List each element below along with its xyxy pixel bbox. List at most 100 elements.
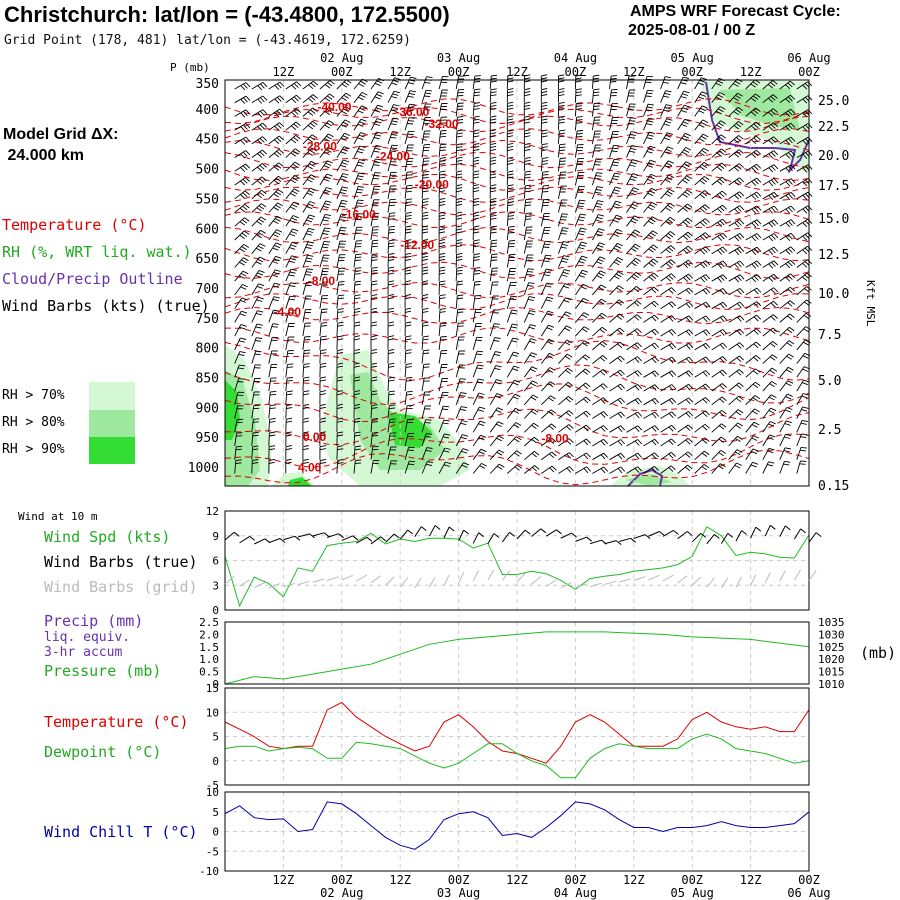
wind-barb-flag — [735, 109, 742, 114]
wind-barb — [643, 145, 651, 158]
wind-barb-flag — [563, 285, 570, 289]
wind-barb — [796, 393, 804, 406]
wind-barb-flag — [493, 353, 500, 356]
wind-barb-flag — [668, 330, 674, 336]
panel-frame-0 — [224, 510, 810, 611]
wind-barb-flag — [532, 394, 539, 399]
wind-barb-flag — [490, 245, 497, 248]
wind-barb-flag — [408, 92, 415, 95]
wind-barb — [762, 80, 773, 90]
wind-barb-flag — [785, 396, 792, 400]
wind-barb-flag — [405, 380, 413, 382]
wind-barb — [336, 227, 341, 241]
wind-barb-flag — [302, 431, 309, 434]
wind-barb-flag — [473, 259, 480, 261]
wind-barb-flag — [273, 166, 280, 171]
wind-barb — [285, 161, 296, 172]
wind-barb-flag — [321, 260, 328, 262]
wind-barb — [540, 144, 543, 158]
wind-barb — [796, 95, 809, 104]
wind-barb-flag — [687, 217, 693, 223]
wind-barb-flag — [392, 93, 399, 96]
wind-barb — [728, 301, 741, 310]
wind-barb-flag — [754, 262, 759, 268]
bottom-hour-tick-9: 00Z — [798, 873, 820, 887]
wind-barb — [524, 451, 535, 461]
wind-barb — [387, 145, 393, 158]
surface-wind-barb-true — [604, 540, 617, 545]
bottom-hour-tick-6: 12Z — [623, 873, 645, 887]
forecast-cycle-label: AMPS WRF Forecast Cycle: — [630, 3, 841, 20]
wind-barb-flag — [439, 239, 446, 242]
wind-barb — [643, 328, 655, 337]
wind-barb-flag — [388, 321, 394, 324]
wind-barb — [268, 149, 280, 158]
wind-barb-flag — [290, 244, 297, 248]
wind-barb-flag — [663, 109, 670, 112]
wind-barb-flag — [406, 187, 413, 190]
wind-barb-flag — [617, 343, 623, 349]
wind-barb — [540, 324, 549, 337]
wind-barb — [268, 256, 276, 268]
surface-wind-barb-true — [370, 536, 381, 545]
wind-barb-flag — [336, 379, 343, 382]
wind-barb-flag — [756, 287, 762, 293]
wind-barb-flag — [787, 302, 793, 307]
wind-barb-flag — [719, 248, 725, 254]
wind-barb-flag — [688, 287, 694, 293]
wind-barb-flag — [490, 211, 497, 214]
surface-wind-barb-grid — [764, 572, 771, 584]
wind-barb-flag — [427, 461, 434, 464]
wind-barb — [438, 350, 442, 364]
wind-barb-flag — [390, 123, 397, 126]
wind-barb-flag — [718, 136, 725, 141]
wind-barb-flag — [670, 451, 676, 457]
wind-barb-flag — [310, 187, 316, 191]
wind-barb-flag — [601, 312, 607, 317]
wind-barb-flag — [286, 393, 293, 396]
wind-barb-flag — [354, 406, 361, 409]
wind-barb-flag — [645, 109, 652, 112]
wind-barb — [694, 437, 705, 447]
wind-barb-flag — [479, 406, 486, 410]
wind-barb-flag — [325, 213, 332, 217]
wind-barb — [796, 164, 809, 172]
wind-barb-flag — [496, 437, 503, 442]
wind-barb-flag — [734, 249, 740, 255]
wind-barb-flag — [561, 213, 569, 215]
wind-barb-flag — [651, 288, 657, 294]
wind-barb — [268, 95, 280, 104]
wind-barb — [234, 230, 245, 241]
wind-barb — [694, 133, 704, 145]
wind-barb-flag — [544, 240, 552, 243]
wind-barb — [762, 434, 770, 447]
wind-barb — [660, 118, 667, 131]
wind-barb — [524, 465, 535, 474]
wind-barb — [336, 460, 339, 474]
panel2-ytick-2: 5 — [212, 731, 219, 744]
wind-barb-flag — [631, 276, 637, 281]
wind-barb-flag — [507, 204, 514, 207]
surface-wind-barb-grid — [472, 570, 480, 582]
wind-barb-flag — [702, 247, 708, 253]
pressure-tick-900: 900 — [196, 401, 219, 416]
wind-barb — [609, 452, 621, 461]
wind-barb-flag — [702, 289, 708, 295]
wind-barb — [591, 117, 595, 131]
wind-barb-flag — [651, 187, 657, 192]
wind-barb-flag — [422, 255, 429, 258]
wind-barb-flag — [633, 288, 640, 293]
panel-frame-1 — [224, 621, 810, 685]
wind-barb — [251, 405, 255, 419]
wind-barb — [268, 432, 270, 447]
wind-barb-flag — [307, 165, 313, 170]
wind-barb — [489, 226, 492, 241]
wind-barb-flag — [310, 174, 317, 178]
wind-barb-flag — [586, 438, 591, 444]
surface-wind-barb-true — [619, 537, 631, 543]
wind-barb — [251, 270, 260, 282]
wind-barb-flag — [769, 421, 776, 425]
wind-barb-flag — [371, 283, 378, 286]
wind-barb — [523, 408, 534, 419]
wind-barb — [745, 328, 757, 337]
